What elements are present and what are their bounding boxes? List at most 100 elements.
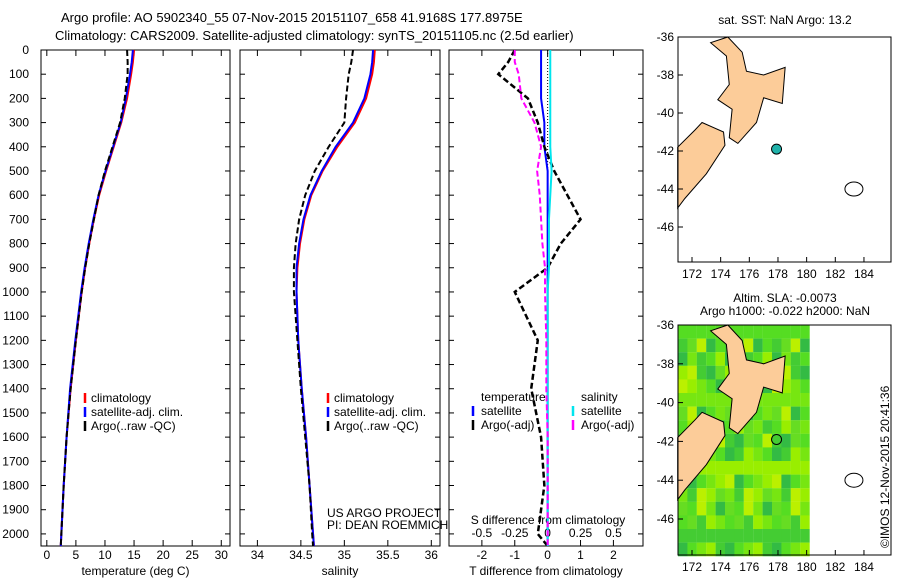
sla-cell xyxy=(678,501,688,516)
sla-cell xyxy=(790,420,801,434)
sla-cell xyxy=(753,433,763,448)
lon-tick-label: 180 xyxy=(797,267,817,281)
sla-cell xyxy=(715,474,726,489)
x-tick-label: 34.5 xyxy=(289,548,313,562)
sla-cell xyxy=(772,542,782,557)
sla-cell xyxy=(706,542,716,557)
sla-cell xyxy=(715,447,726,462)
sla-cell xyxy=(678,365,688,380)
sla-cell xyxy=(696,352,707,366)
sla-cell xyxy=(772,488,782,502)
sla-cell xyxy=(743,325,754,339)
sla-cell xyxy=(772,529,782,543)
x-tick-label: 35.5 xyxy=(376,548,400,562)
north-island xyxy=(709,36,786,145)
sla-cell xyxy=(678,338,688,353)
sla-cell xyxy=(696,501,707,516)
sla-cell xyxy=(762,515,773,530)
legend-label: satellite-adj. clim. xyxy=(91,405,183,419)
sla-cell xyxy=(743,474,754,489)
sla-cell xyxy=(790,406,801,421)
sla-cell xyxy=(743,447,754,462)
sla-cell xyxy=(725,542,735,557)
sla-cell xyxy=(781,352,791,366)
annotation: US ARGO PROJECT xyxy=(327,506,442,520)
y-tick-label: 1900 xyxy=(2,503,29,517)
s-tick-label: 0.5 xyxy=(605,526,622,540)
sla-cell xyxy=(772,325,782,339)
y-tick-label: 600 xyxy=(9,188,29,202)
lat-tick-label: -44 xyxy=(657,473,675,487)
sla-cell xyxy=(725,515,735,530)
sla-cell xyxy=(696,379,707,394)
panel-frame-differences xyxy=(448,49,644,547)
sla-cell xyxy=(781,379,791,394)
sla-cell xyxy=(678,529,688,543)
sla-cell xyxy=(696,529,707,543)
sst-map: sat. SST: NaN Argo: 13.2 -36 -38 -40 -42 -44 -… xyxy=(657,13,892,281)
sla-cell xyxy=(743,420,754,434)
lon-tick-label: 176 xyxy=(739,560,759,574)
series-salinity-argo-adj- xyxy=(513,50,549,546)
sla-cell xyxy=(800,515,810,530)
sla-cell xyxy=(696,325,707,339)
sla-cell xyxy=(743,338,754,353)
sla-cell xyxy=(725,501,735,516)
sla-cell xyxy=(772,420,782,434)
sla-cell xyxy=(790,379,801,394)
argo-location-marker xyxy=(771,433,783,445)
sla-cell xyxy=(687,529,697,543)
sla-cell xyxy=(687,501,697,516)
sla-cell xyxy=(790,447,801,462)
sla-cell xyxy=(790,515,801,530)
sla-cell xyxy=(706,515,716,530)
sla-cell xyxy=(790,488,801,502)
lon-tick-label: 184 xyxy=(854,560,874,574)
sla-cell xyxy=(734,433,744,448)
sla-cell xyxy=(800,379,810,394)
legend-label: Argo(..raw -QC) xyxy=(91,419,176,433)
sla-cell xyxy=(678,393,688,407)
y-tick-label: 300 xyxy=(9,116,29,130)
sla-cell xyxy=(762,501,773,516)
sla-cell xyxy=(772,393,782,407)
chatham-islands xyxy=(844,181,864,197)
sla-cell xyxy=(790,365,801,380)
sla-cell xyxy=(715,501,726,516)
chatham-islands xyxy=(844,472,864,488)
sla-cell xyxy=(725,406,735,421)
x-tick-label: 0 xyxy=(43,548,50,562)
sla-cell xyxy=(762,447,773,462)
sla-cell xyxy=(781,515,791,530)
south-island xyxy=(677,121,726,210)
sla-cell xyxy=(706,338,716,353)
sla-cell xyxy=(696,542,707,557)
x-tick-label: 35 xyxy=(338,548,352,562)
sla-cell xyxy=(715,393,726,407)
sla-cell xyxy=(743,501,754,516)
sla-cell xyxy=(772,474,782,489)
lon-tick-label: 172 xyxy=(682,267,702,281)
sla-cell xyxy=(696,338,707,353)
sla-cell xyxy=(734,529,744,543)
sla-cell xyxy=(725,529,735,543)
sla-cell xyxy=(762,542,773,557)
s-tick-label: -0.5 xyxy=(472,526,493,540)
south-island xyxy=(677,411,726,502)
sla-cell xyxy=(762,406,773,421)
sla-cell xyxy=(790,474,801,489)
y-tick-label: 1700 xyxy=(2,454,29,468)
argo-location-marker xyxy=(771,143,783,155)
sla-cell xyxy=(772,461,782,475)
sla-cell xyxy=(762,474,773,489)
sla-cell xyxy=(790,325,801,339)
sla-cell xyxy=(715,515,726,530)
sla-cell xyxy=(687,352,697,366)
lon-tick-label: 180 xyxy=(797,560,817,574)
sla-cell xyxy=(800,352,810,366)
sla-cell xyxy=(715,365,726,380)
y-tick-label: 800 xyxy=(9,237,29,251)
y-tick-label: 1800 xyxy=(2,479,29,493)
sla-cell xyxy=(687,393,697,407)
sla-cell xyxy=(800,501,810,516)
